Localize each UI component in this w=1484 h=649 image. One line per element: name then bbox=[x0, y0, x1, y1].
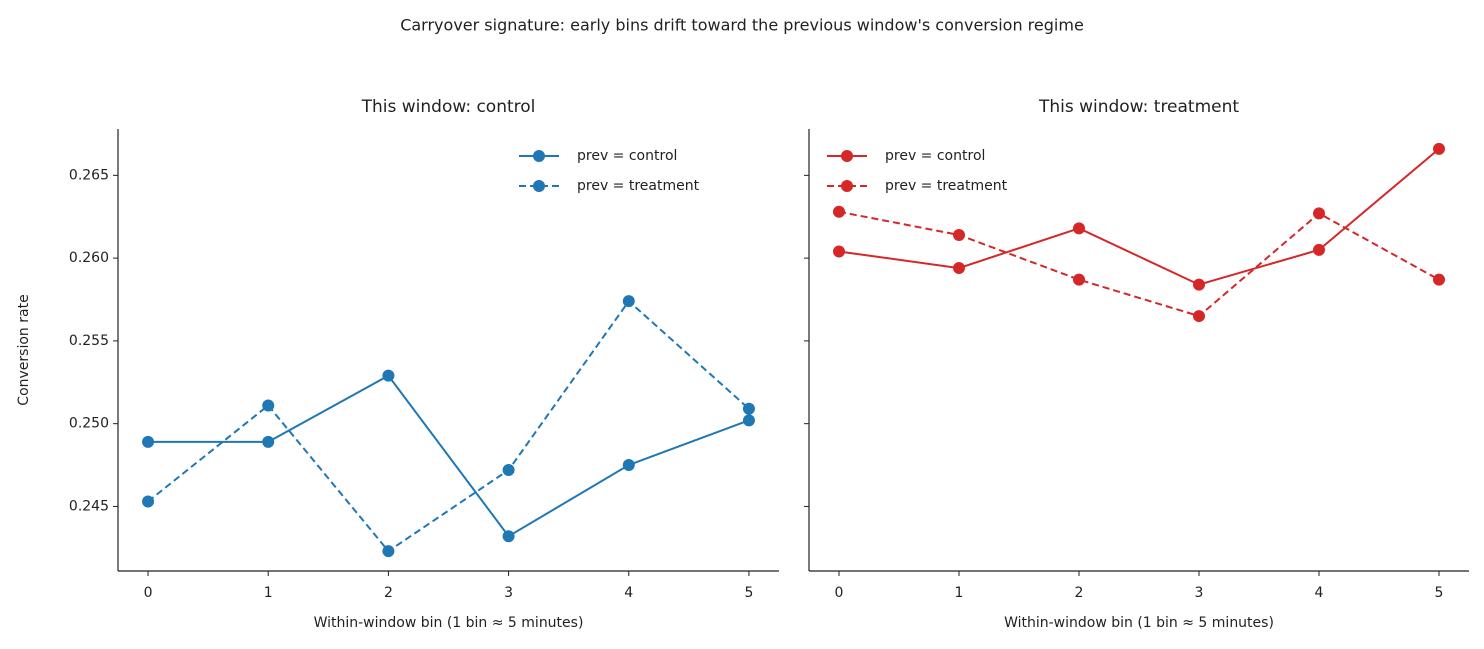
x-tick-label: 3 bbox=[504, 585, 513, 601]
x-axis-label: Within-window bin (1 bin ≈ 5 minutes) bbox=[314, 615, 584, 631]
suptitle: Carryover signature: early bins drift to… bbox=[400, 16, 1084, 35]
series-line bbox=[838, 210, 1440, 318]
x-tick-label: 3 bbox=[1195, 585, 1204, 601]
x-tick-label: 2 bbox=[1075, 585, 1084, 601]
point bbox=[742, 402, 755, 415]
legend-label: prev = control bbox=[885, 148, 985, 164]
y-tick-label: 0.250 bbox=[69, 416, 109, 432]
point bbox=[1073, 222, 1085, 235]
legend-marker bbox=[841, 150, 853, 162]
point bbox=[1193, 278, 1205, 291]
point bbox=[382, 369, 395, 382]
point bbox=[1193, 310, 1205, 323]
x-tick-label: 2 bbox=[384, 585, 393, 601]
point bbox=[1313, 243, 1325, 256]
y-axis-label: Conversion rate bbox=[16, 294, 32, 405]
y-tick-label: 0.260 bbox=[69, 250, 109, 266]
y-tick-label: 0.245 bbox=[69, 498, 109, 514]
point bbox=[142, 495, 155, 508]
point bbox=[1433, 142, 1445, 155]
x-tick-label: 5 bbox=[744, 585, 753, 601]
x-tick-label: 4 bbox=[624, 585, 633, 601]
point bbox=[502, 530, 515, 543]
point bbox=[262, 399, 275, 412]
legend-label: prev = control bbox=[577, 148, 677, 164]
legend-label: prev = treatment bbox=[577, 178, 700, 194]
series-line bbox=[838, 148, 1440, 286]
point bbox=[142, 435, 155, 448]
point bbox=[1313, 207, 1325, 220]
point bbox=[953, 228, 965, 241]
y-tick-label: 0.265 bbox=[69, 167, 109, 183]
panel-title: This window: control bbox=[361, 97, 536, 117]
legend-label: prev = treatment bbox=[885, 178, 1008, 194]
point bbox=[742, 414, 755, 427]
x-axis-label: Within-window bin (1 bin ≈ 5 minutes) bbox=[1004, 615, 1274, 631]
x-tick-label: 1 bbox=[955, 585, 964, 601]
point bbox=[262, 435, 275, 448]
point bbox=[622, 459, 635, 472]
x-tick-label: 4 bbox=[1315, 585, 1324, 601]
y-tick-label: 0.255 bbox=[69, 333, 109, 349]
series-line bbox=[147, 299, 750, 553]
point bbox=[1073, 273, 1085, 286]
point bbox=[382, 545, 395, 558]
legend-marker bbox=[841, 180, 853, 192]
x-tick-label: 5 bbox=[1435, 585, 1444, 601]
point bbox=[953, 262, 965, 275]
x-tick-label: 1 bbox=[264, 585, 273, 601]
point bbox=[833, 205, 845, 218]
legend-marker bbox=[533, 150, 545, 162]
x-tick-label: 0 bbox=[835, 585, 844, 601]
point bbox=[833, 245, 845, 258]
point bbox=[1433, 273, 1445, 286]
series-line bbox=[148, 374, 750, 538]
legend-marker bbox=[533, 180, 545, 192]
point bbox=[502, 464, 515, 477]
x-tick-label: 0 bbox=[144, 585, 153, 601]
point bbox=[622, 295, 635, 308]
panel-title: This window: treatment bbox=[1038, 97, 1239, 117]
